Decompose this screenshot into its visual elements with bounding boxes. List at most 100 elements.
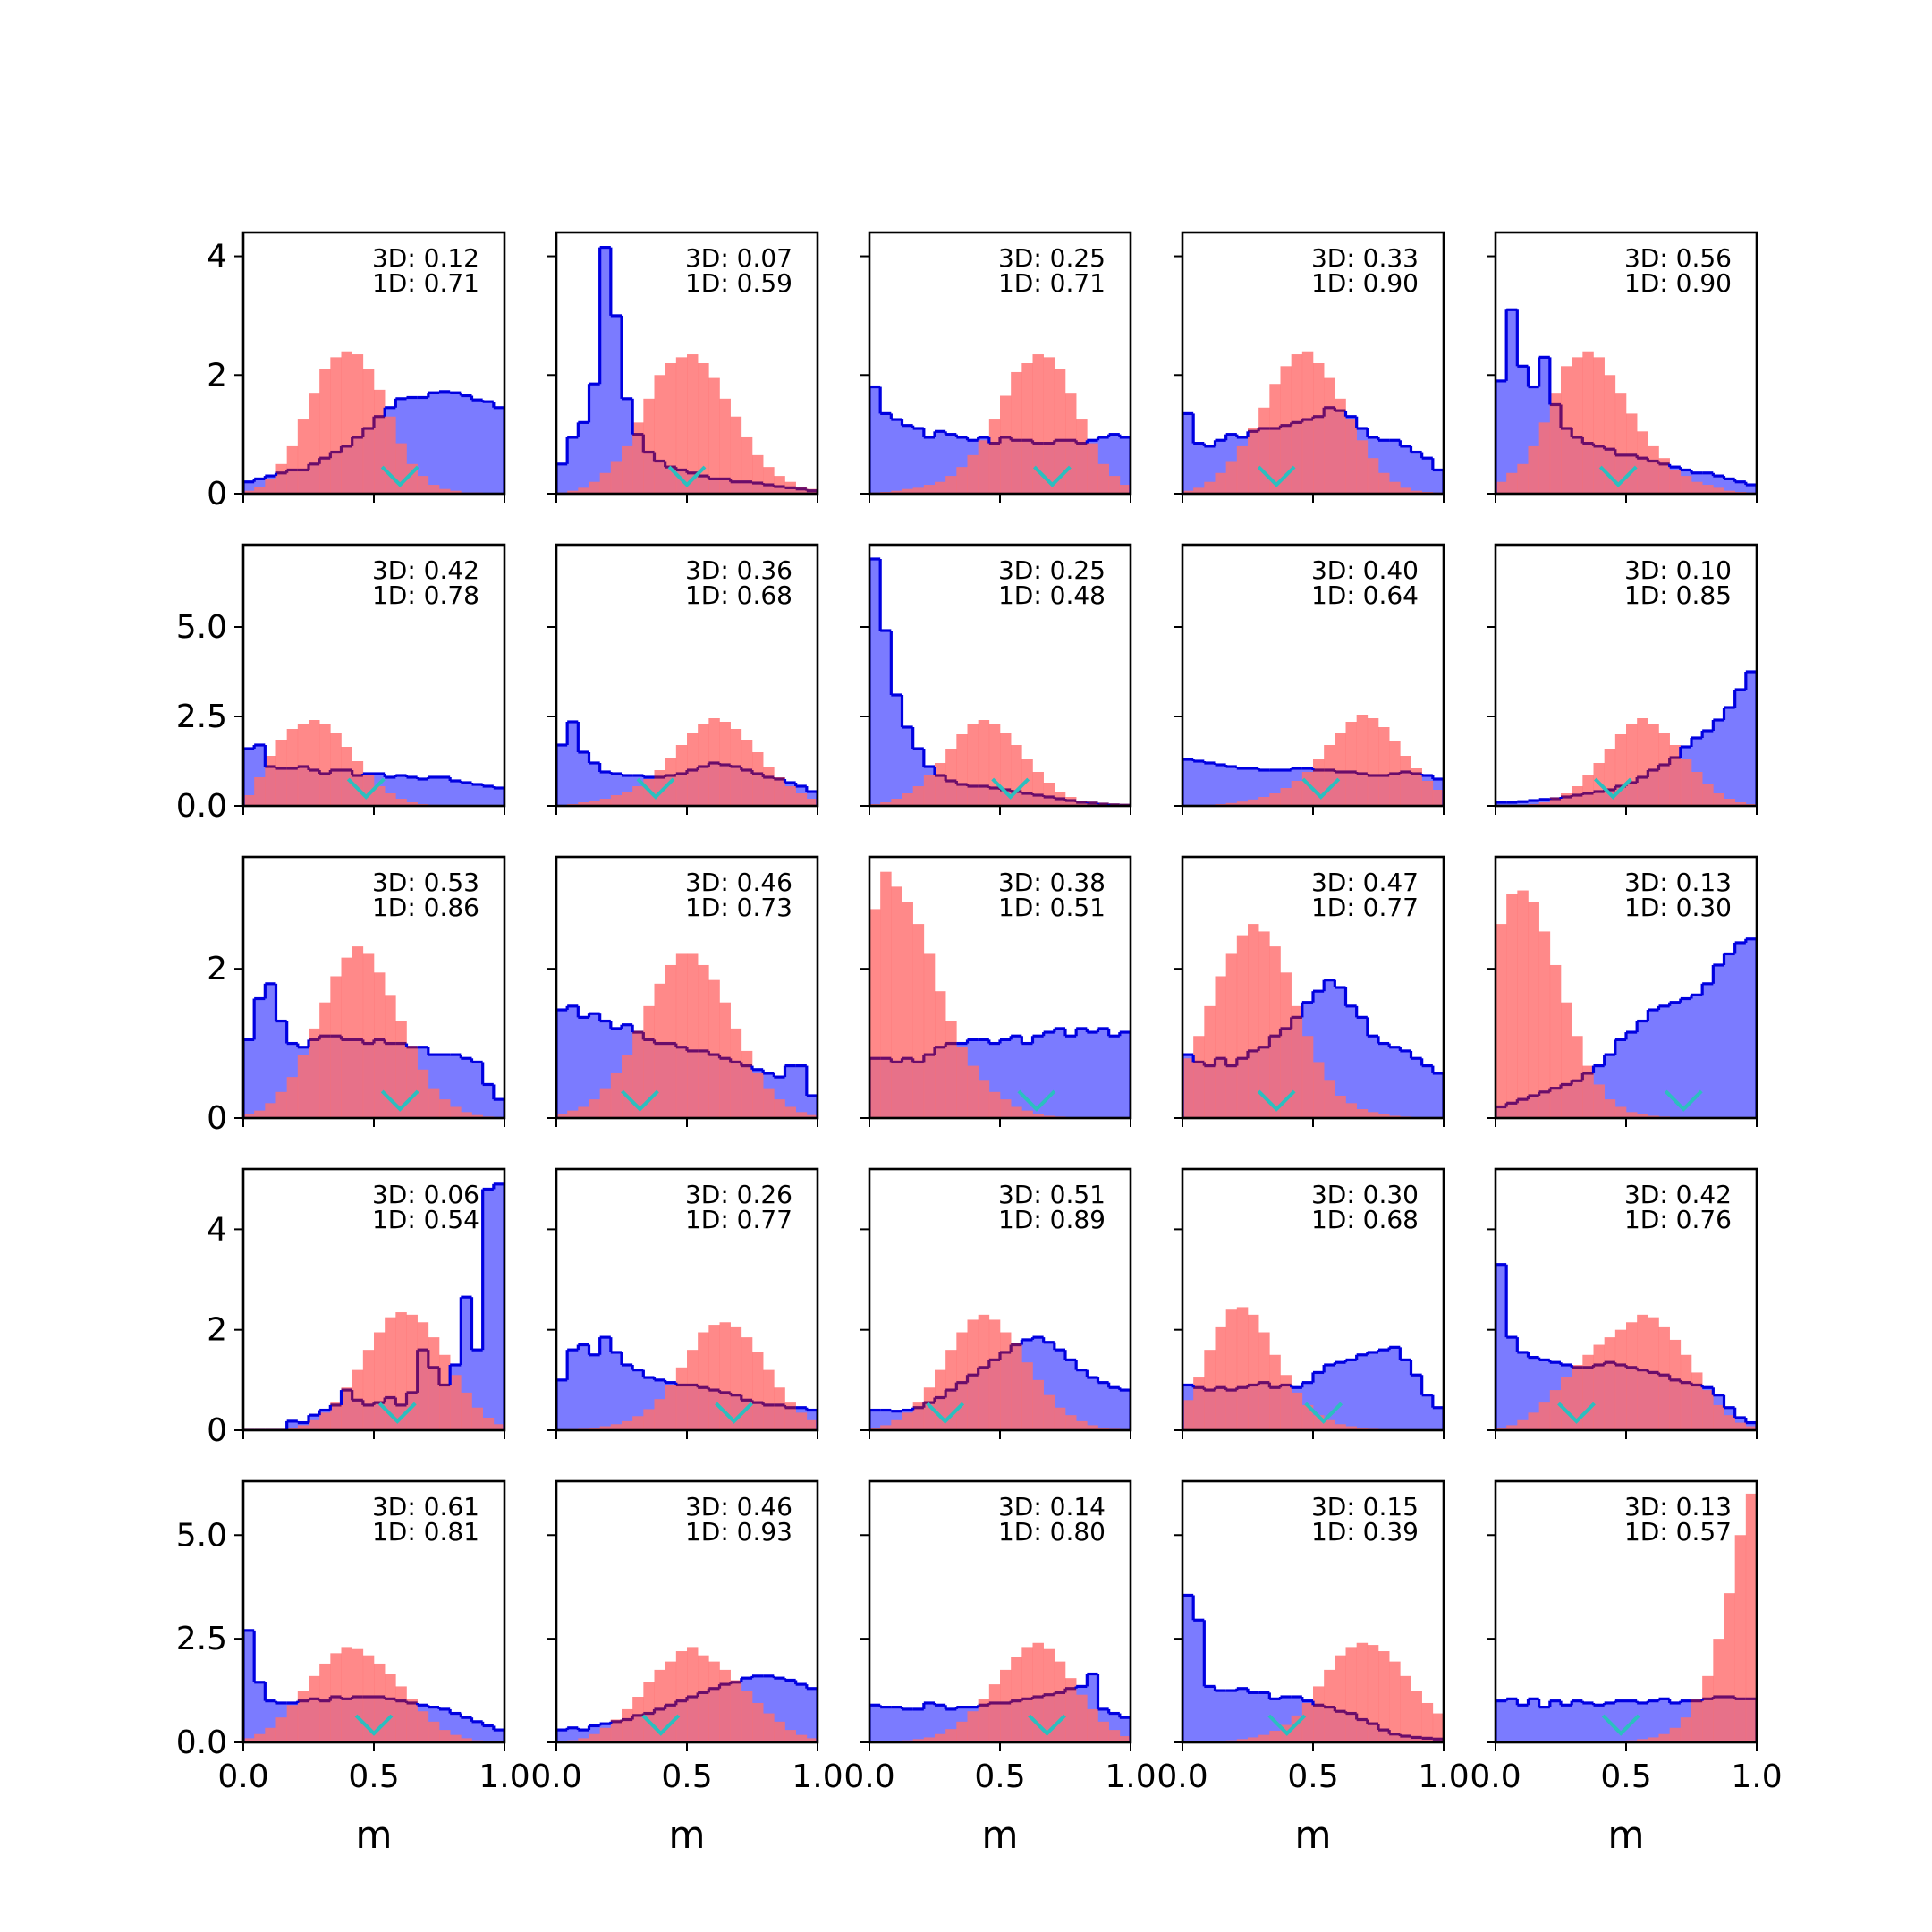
red-histogram-bar xyxy=(902,793,913,806)
red-histogram-bar xyxy=(461,1112,472,1118)
annotation-1d: 1D: 0.78 xyxy=(372,580,479,610)
red-histogram-bar xyxy=(622,445,633,494)
red-histogram-bar xyxy=(599,799,612,806)
red-histogram-bar xyxy=(806,1114,818,1118)
red-histogram-bar xyxy=(774,1099,785,1118)
red-histogram-bar xyxy=(1528,902,1539,1118)
red-histogram-bar xyxy=(1669,745,1682,806)
red-histogram-bar xyxy=(1313,759,1325,806)
red-histogram-bar xyxy=(385,1674,396,1742)
red-histogram-bar xyxy=(1345,419,1357,494)
annotation-3d: 3D: 0.42 xyxy=(372,555,479,585)
red-histogram-bar xyxy=(1528,1412,1539,1430)
red-histogram-bar xyxy=(1658,458,1670,494)
red-histogram-bar xyxy=(1367,1112,1379,1118)
red-histogram-bar xyxy=(902,1412,913,1430)
red-histogram-bar xyxy=(1367,718,1379,806)
annotation-1d: 1D: 0.39 xyxy=(1311,1517,1419,1546)
red-histogram-bar xyxy=(1604,375,1616,494)
red-histogram-bar xyxy=(1000,395,1012,494)
red-histogram-bar xyxy=(622,1420,633,1430)
red-histogram-bar xyxy=(1378,727,1390,806)
red-histogram-bar xyxy=(1538,802,1551,806)
red-histogram-bar xyxy=(482,1417,495,1430)
red-histogram-bar xyxy=(1496,1428,1507,1430)
red-histogram-bar xyxy=(741,1050,753,1118)
red-histogram-bar xyxy=(1549,964,1562,1118)
red-histogram-bar xyxy=(891,490,902,494)
red-histogram-bar xyxy=(687,354,699,494)
annotation-3d: 3D: 0.13 xyxy=(1624,1492,1732,1521)
x-tick-label: 1.0 xyxy=(1418,1758,1469,1795)
x-tick-label: 0.0 xyxy=(843,1758,894,1795)
red-histogram-bar xyxy=(341,957,352,1118)
marker-v xyxy=(1257,1089,1296,1112)
red-histogram-bar xyxy=(1734,1535,1747,1742)
red-histogram-bar xyxy=(1021,1362,1033,1430)
red-histogram-bar xyxy=(774,476,785,494)
red-histogram-bar xyxy=(309,393,320,494)
red-histogram-bar xyxy=(935,481,946,494)
red-histogram-bar xyxy=(795,793,808,806)
red-histogram-bar xyxy=(632,786,644,806)
red-histogram-bar xyxy=(395,1686,407,1742)
marker-v xyxy=(354,1714,394,1736)
red-histogram-bar xyxy=(632,1697,644,1742)
red-histogram-bar xyxy=(1225,802,1238,806)
red-histogram-bar xyxy=(352,761,364,806)
red-histogram-bar xyxy=(752,1072,764,1118)
red-histogram-bar xyxy=(806,1419,818,1430)
annotation-1d: 1D: 0.59 xyxy=(685,268,792,298)
red-histogram-bar xyxy=(319,1002,331,1118)
red-histogram-bar xyxy=(1691,1700,1703,1742)
marker-v xyxy=(991,777,1030,800)
red-histogram-bar xyxy=(1248,1314,1259,1430)
annotation-1d: 1D: 0.48 xyxy=(998,580,1106,610)
red-histogram-bar xyxy=(923,1737,936,1742)
red-histogram-bar xyxy=(265,479,276,494)
red-histogram-bar xyxy=(1097,1428,1109,1430)
annotation-3d: 3D: 0.40 xyxy=(1311,555,1419,585)
annotation-1d: 1D: 0.93 xyxy=(685,1517,792,1546)
y-tick-label: 0 xyxy=(207,476,227,513)
red-histogram-bar xyxy=(1604,1099,1616,1118)
red-histogram-bar xyxy=(912,1402,925,1430)
red-histogram-bar xyxy=(912,786,925,806)
red-histogram-bar xyxy=(1291,1392,1303,1430)
red-histogram-bar xyxy=(374,786,386,806)
annotation-1d: 1D: 0.71 xyxy=(372,268,479,298)
red-histogram-bar xyxy=(471,1407,483,1430)
red-histogram-bar xyxy=(698,964,709,1118)
red-histogram-bar xyxy=(1335,733,1346,806)
red-histogram-bar xyxy=(1389,481,1401,494)
red-histogram-bar xyxy=(1291,781,1303,806)
red-histogram-bar xyxy=(869,1428,881,1430)
red-histogram-bar xyxy=(1215,976,1226,1118)
red-histogram-bar xyxy=(730,1028,742,1118)
red-histogram-bar xyxy=(297,419,309,494)
red-histogram-bar xyxy=(319,1663,331,1742)
red-histogram-bar xyxy=(912,487,925,494)
y-tick-label: 2 xyxy=(207,357,227,394)
red-histogram-bar xyxy=(319,369,331,494)
histogram-bars xyxy=(1182,1307,1444,1430)
red-histogram-bar xyxy=(1378,1651,1390,1742)
red-histogram-bar xyxy=(1724,490,1735,494)
red-histogram-bar xyxy=(988,724,1001,806)
red-histogram-bar xyxy=(1691,481,1703,494)
y-tick-label: 2 xyxy=(207,951,227,987)
annotation-3d: 3D: 0.06 xyxy=(372,1180,479,1209)
red-histogram-bar xyxy=(1506,1425,1518,1430)
red-histogram-bar xyxy=(1032,1379,1044,1430)
red-histogram-bar xyxy=(1432,790,1444,806)
red-histogram-bar xyxy=(1713,1639,1724,1742)
red-histogram-bar xyxy=(967,1711,979,1742)
red-histogram-bar xyxy=(730,416,742,494)
